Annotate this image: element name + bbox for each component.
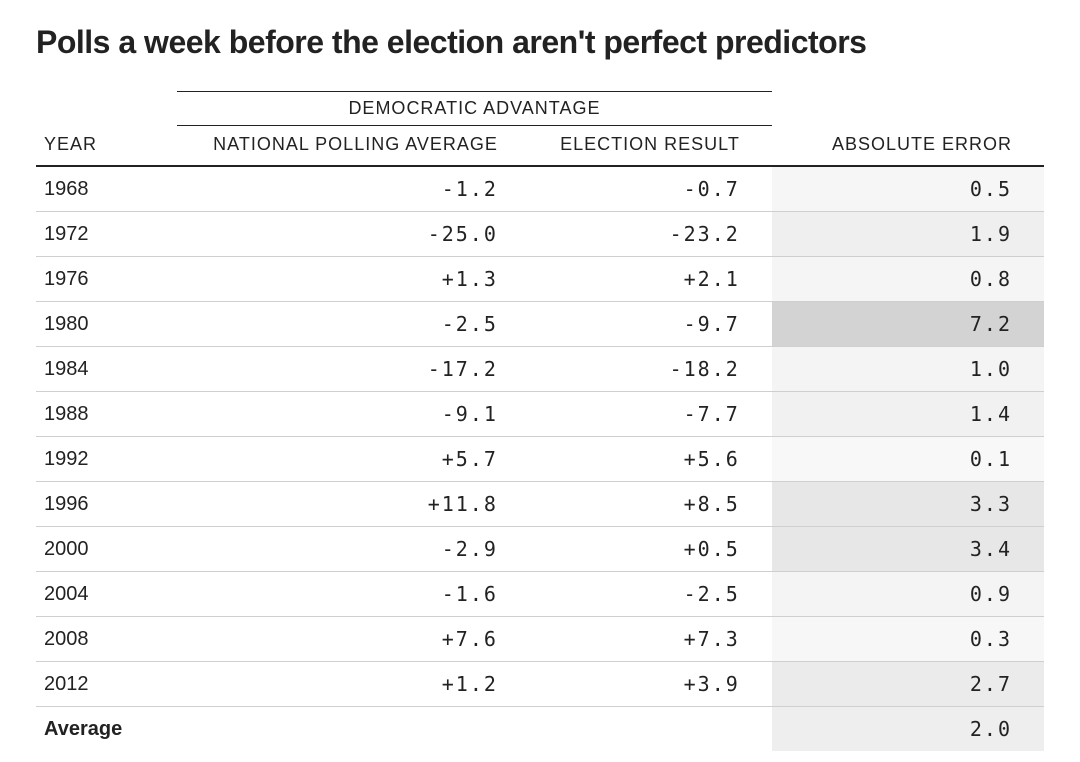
- cell-result: -2.5: [530, 572, 772, 617]
- cell-result: -18.2: [530, 347, 772, 392]
- cell-year: 1968: [36, 166, 177, 212]
- cell-poll: -9.1: [177, 392, 530, 437]
- cell-poll: -17.2: [177, 347, 530, 392]
- cell-poll: -1.2: [177, 166, 530, 212]
- cell-poll: -1.6: [177, 572, 530, 617]
- cell-error: 0.5: [772, 166, 1044, 212]
- cell-year: 2000: [36, 527, 177, 572]
- cell-poll: +11.8: [177, 482, 530, 527]
- cell-poll: -2.5: [177, 302, 530, 347]
- cell-footer-poll: [177, 707, 530, 752]
- cell-poll: +5.7: [177, 437, 530, 482]
- header-spacer: [36, 92, 177, 126]
- cell-result: +3.9: [530, 662, 772, 707]
- cell-poll: +1.2: [177, 662, 530, 707]
- cell-footer-result: [530, 707, 772, 752]
- table-row: 1968-1.2-0.70.5: [36, 166, 1044, 212]
- cell-year: 1984: [36, 347, 177, 392]
- table-row: 1980-2.5-9.77.2: [36, 302, 1044, 347]
- table-row: 1996+11.8+8.53.3: [36, 482, 1044, 527]
- table-row-footer: Average 2.0: [36, 707, 1044, 752]
- cell-result: +8.5: [530, 482, 772, 527]
- table-row: 2004-1.6-2.50.9: [36, 572, 1044, 617]
- cell-year: 2004: [36, 572, 177, 617]
- cell-result: -7.7: [530, 392, 772, 437]
- header-election-result: ELECTION RESULT: [530, 126, 772, 167]
- cell-year: 2012: [36, 662, 177, 707]
- table-row: 2000-2.9+0.53.4: [36, 527, 1044, 572]
- cell-poll: +1.3: [177, 257, 530, 302]
- header-absolute-error: ABSOLUTE ERROR: [772, 126, 1044, 167]
- table-row: 1992+5.7+5.60.1: [36, 437, 1044, 482]
- cell-result: +0.5: [530, 527, 772, 572]
- cell-poll: +7.6: [177, 617, 530, 662]
- table-row: 1984-17.2-18.21.0: [36, 347, 1044, 392]
- cell-error: 0.3: [772, 617, 1044, 662]
- cell-error: 0.8: [772, 257, 1044, 302]
- cell-year: 2008: [36, 617, 177, 662]
- cell-error: 3.4: [772, 527, 1044, 572]
- table-row: 1988-9.1-7.71.4: [36, 392, 1044, 437]
- cell-year: 1996: [36, 482, 177, 527]
- table-row: 2012+1.2+3.92.7: [36, 662, 1044, 707]
- poll-error-table: DEMOCRATIC ADVANTAGE YEAR NATIONAL POLLI…: [36, 91, 1044, 751]
- cell-error: 1.0: [772, 347, 1044, 392]
- cell-result: +2.1: [530, 257, 772, 302]
- header-super-democratic-advantage: DEMOCRATIC ADVANTAGE: [177, 92, 772, 126]
- page-title: Polls a week before the election aren't …: [36, 24, 1044, 61]
- cell-error: 1.4: [772, 392, 1044, 437]
- cell-year: 1972: [36, 212, 177, 257]
- cell-year: 1980: [36, 302, 177, 347]
- cell-year: 1992: [36, 437, 177, 482]
- cell-poll: -25.0: [177, 212, 530, 257]
- cell-poll: -2.9: [177, 527, 530, 572]
- cell-footer-label: Average: [36, 707, 177, 752]
- table-row: 1976+1.3+2.10.8: [36, 257, 1044, 302]
- cell-year: 1976: [36, 257, 177, 302]
- cell-result: -0.7: [530, 166, 772, 212]
- cell-result: +7.3: [530, 617, 772, 662]
- table-row: 2008+7.6+7.30.3: [36, 617, 1044, 662]
- cell-result: +5.6: [530, 437, 772, 482]
- cell-error: 0.1: [772, 437, 1044, 482]
- cell-error: 0.9: [772, 572, 1044, 617]
- table-row: 1972-25.0-23.21.9: [36, 212, 1044, 257]
- header-year: YEAR: [36, 126, 177, 167]
- header-spacer: [772, 92, 1044, 126]
- cell-error: 3.3: [772, 482, 1044, 527]
- cell-result: -9.7: [530, 302, 772, 347]
- cell-error: 2.7: [772, 662, 1044, 707]
- cell-error: 1.9: [772, 212, 1044, 257]
- cell-error: 7.2: [772, 302, 1044, 347]
- cell-year: 1988: [36, 392, 177, 437]
- cell-footer-error: 2.0: [772, 707, 1044, 752]
- header-national-polling-average: NATIONAL POLLING AVERAGE: [177, 126, 530, 167]
- cell-result: -23.2: [530, 212, 772, 257]
